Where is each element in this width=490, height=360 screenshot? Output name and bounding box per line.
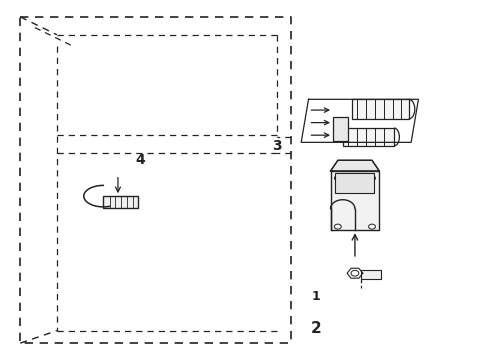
Bar	[352, 99, 409, 119]
Polygon shape	[331, 160, 379, 171]
Bar	[331, 171, 379, 230]
Text: 4: 4	[135, 153, 145, 167]
Bar	[103, 196, 138, 208]
Text: 3: 3	[272, 139, 282, 153]
Text: 1: 1	[312, 290, 320, 303]
Bar	[361, 270, 381, 279]
Text: 2: 2	[311, 321, 321, 336]
Bar	[343, 128, 394, 146]
Bar	[335, 173, 374, 193]
Bar	[333, 117, 347, 140]
